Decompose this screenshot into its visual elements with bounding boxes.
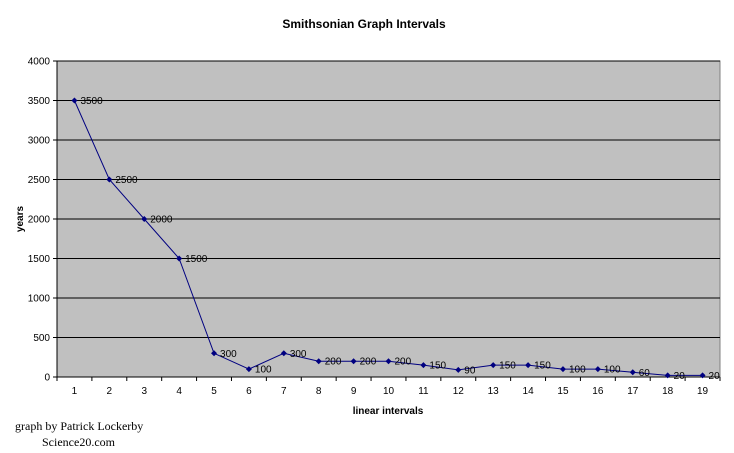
x-tick-label: 6: [246, 386, 252, 397]
data-label: 300: [290, 349, 307, 360]
gridlines: [57, 60, 720, 338]
x-tick-label: 16: [592, 386, 604, 397]
x-tick-label: 8: [316, 386, 322, 397]
data-point: [420, 362, 427, 369]
data-label: 200: [325, 357, 342, 368]
x-tick-label: 17: [627, 386, 639, 397]
data-label: 150: [429, 361, 446, 372]
data-labels: 3500 2500 2000 1500 300 100 300 200 200 200 150 90 1…: [80, 96, 720, 382]
x-tick-label: 9: [351, 386, 357, 397]
data-point: [176, 255, 183, 262]
x-tick-labels: 1 2 3 4 5 6 7 8 9 10 11 12 13 14 15 16 17 18 19: [72, 386, 709, 397]
credit-site: Science20.com: [42, 435, 115, 449]
y-axis-label: years: [15, 205, 26, 232]
data-point: [211, 350, 218, 357]
data-label: 2500: [115, 175, 138, 186]
data-point: [385, 358, 392, 365]
y-tick-label: 2000: [28, 215, 51, 226]
series: [71, 97, 706, 379]
x-tick-label: 7: [281, 386, 287, 397]
y-tick-labels: 0 500 1000 1500 2000 2500 3000 3500 4000: [28, 57, 51, 384]
x-tick-label: 5: [211, 386, 217, 397]
data-label: 2000: [150, 215, 173, 226]
data-label: 200: [395, 357, 412, 368]
data-point: [525, 362, 532, 369]
data-point: [490, 362, 497, 369]
x-tick-label: 14: [523, 386, 535, 397]
y-tick-label: 1500: [28, 254, 51, 265]
x-tick-label: 10: [383, 386, 395, 397]
data-label: 100: [604, 365, 621, 376]
x-tick-label: 2: [107, 386, 113, 397]
data-label: 60: [639, 368, 651, 379]
y-tick-label: 1000: [28, 294, 51, 305]
y-tick-label: 3000: [28, 136, 51, 147]
data-label: 3500: [80, 96, 103, 107]
x-tick-label: 18: [662, 386, 674, 397]
data-label: 20: [674, 371, 686, 382]
data-label: 200: [360, 357, 377, 368]
data-label: 1500: [185, 254, 208, 265]
x-tick-label: 19: [697, 386, 709, 397]
data-point: [71, 97, 78, 104]
x-tick-label: 12: [453, 386, 465, 397]
x-tick-label: 15: [557, 386, 569, 397]
data-point: [350, 358, 357, 365]
x-tick-label: 11: [418, 386, 429, 397]
data-point: [629, 369, 636, 376]
data-label: 150: [499, 361, 516, 372]
y-tick-label: 0: [44, 373, 50, 384]
data-label: 100: [255, 365, 272, 376]
x-axis-label: linear intervals: [353, 406, 424, 417]
x-tick-label: 4: [176, 386, 182, 397]
axes: [53, 60, 721, 381]
data-point: [245, 366, 252, 373]
y-tick-label: 2500: [28, 175, 51, 186]
data-label: 20: [709, 371, 721, 382]
data-point: [559, 366, 566, 373]
data-point: [280, 350, 287, 357]
data-label: 100: [569, 365, 586, 376]
y-tick-label: 500: [33, 333, 50, 344]
data-point: [594, 366, 601, 373]
credit-author: graph by Patrick Lockerby: [15, 419, 144, 433]
data-point: [315, 358, 322, 365]
data-label: 300: [220, 349, 237, 360]
x-tick-label: 1: [72, 386, 78, 397]
data-label: 90: [464, 365, 476, 376]
x-tick-label: 13: [488, 386, 500, 397]
y-tick-label: 4000: [28, 57, 51, 68]
data-point: [106, 176, 113, 183]
data-point: [699, 372, 706, 379]
x-tick-label: 3: [141, 386, 147, 397]
data-point: [141, 216, 148, 222]
data-point: [455, 366, 462, 373]
data-point: [664, 372, 671, 379]
chart-title: Smithsonian Graph Intervals: [282, 17, 446, 31]
y-tick-label: 3500: [28, 96, 51, 107]
data-label: 150: [534, 361, 551, 372]
